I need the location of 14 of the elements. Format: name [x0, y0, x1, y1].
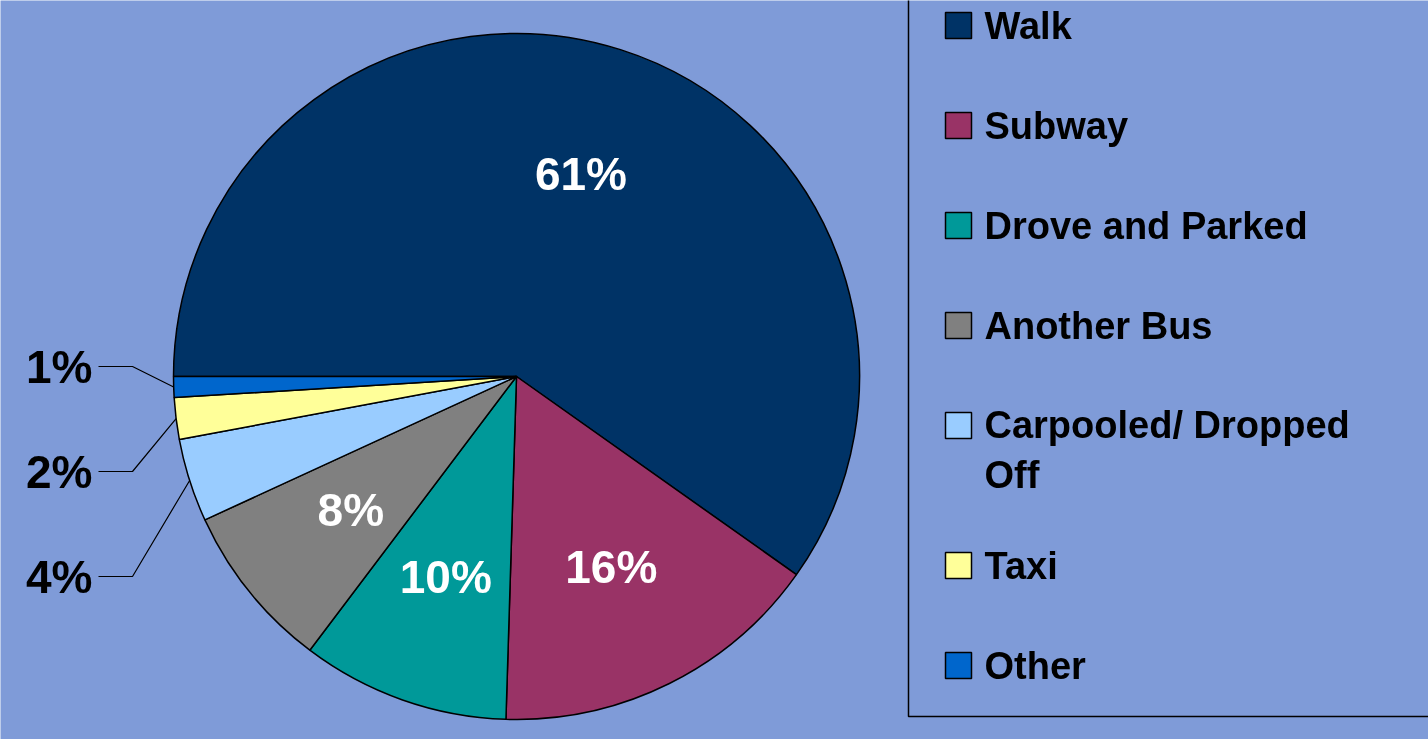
data-label: 4%	[26, 550, 93, 603]
data-label: 10%	[399, 551, 492, 604]
legend-label: Another Bus	[984, 304, 1213, 347]
data-label: 8%	[317, 483, 385, 536]
legend-label: Other	[984, 644, 1087, 687]
data-label: 2%	[26, 445, 93, 498]
data-label: 16%	[565, 540, 658, 593]
legend-label: Subway	[984, 104, 1129, 147]
data-label: 61%	[534, 147, 628, 200]
legend-label: Carpooled/ Dropped Off	[984, 403, 1350, 496]
legend-label: Drove and Parked	[984, 204, 1308, 247]
legend-label: Walk	[984, 4, 1073, 47]
legend-label: Taxi	[984, 544, 1058, 587]
data-label: 1%	[26, 340, 93, 393]
